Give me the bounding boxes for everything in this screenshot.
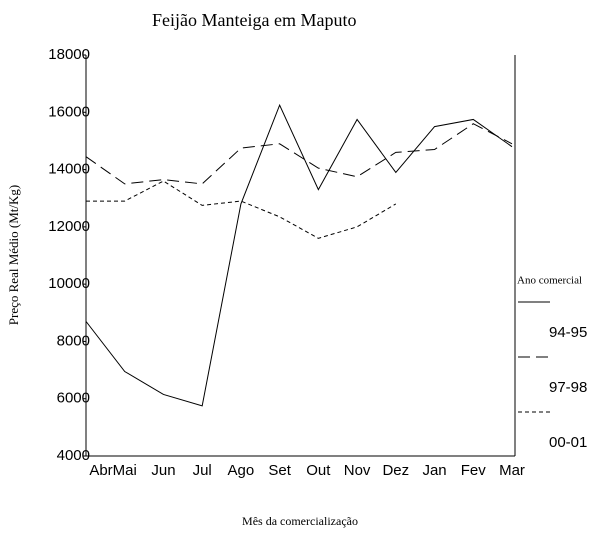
y-tick-label: 14000 (48, 161, 90, 178)
y-tick-label: 12000 (48, 218, 90, 235)
y-tick-label: 10000 (48, 275, 90, 292)
x-tick-label: Mar (499, 462, 525, 479)
x-tick-label: Out (306, 462, 331, 479)
series-line (86, 180, 397, 239)
x-tick-label: Set (268, 462, 291, 479)
x-tick-label: Dez (382, 462, 409, 479)
x-axis-label: Mês da comercialização (242, 514, 358, 528)
series-line (85, 103, 513, 407)
x-tick-label: Fev (461, 462, 487, 479)
x-tick-label: Nov (344, 462, 371, 479)
legend-label: 97-98 (549, 379, 587, 396)
y-tick-label: 4000 (57, 447, 90, 464)
legend-label: 00-01 (549, 434, 587, 451)
chart-title: Feijão Manteiga em Maputo (152, 10, 356, 30)
y-axis-label: Preço Real Médio (Mt/Kg) (6, 185, 21, 325)
legend-title: Ano comercial (517, 275, 582, 287)
x-tick-label: Ago (228, 462, 255, 479)
x-tick-label: Mai (113, 462, 137, 479)
y-tick-label: 8000 (57, 332, 90, 349)
legend-label: 94-95 (549, 324, 587, 341)
x-tick-label: Jan (422, 462, 446, 479)
series-line (85, 123, 513, 185)
x-tick-label: Jun (151, 462, 175, 479)
y-tick-label: 6000 (57, 390, 90, 407)
x-tick-label: Jul (193, 462, 212, 479)
y-tick-label: 16000 (48, 103, 90, 120)
x-tick-label: Abr (89, 462, 112, 479)
y-tick-label: 18000 (48, 46, 90, 63)
